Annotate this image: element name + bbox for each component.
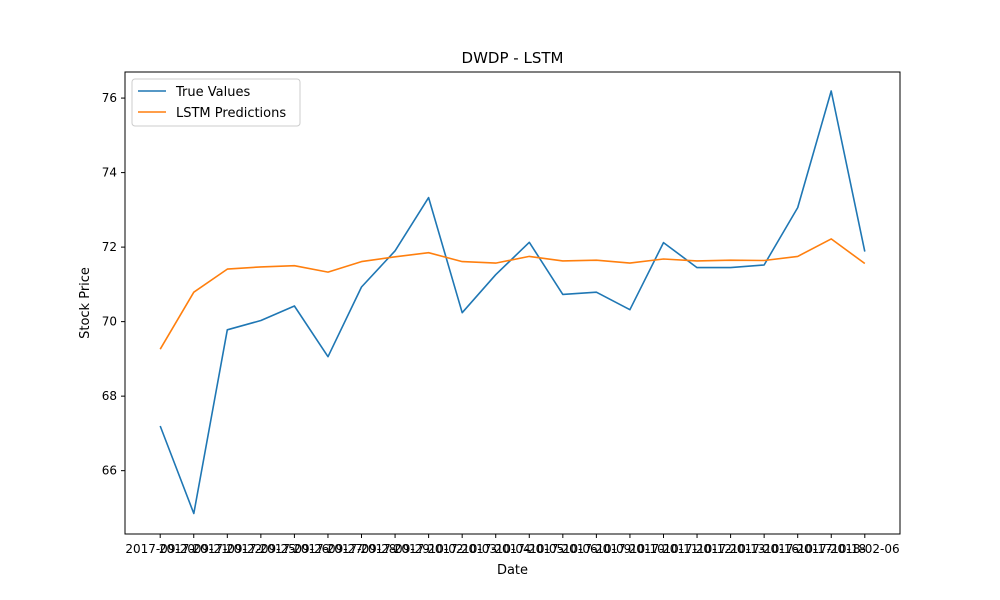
y-axis: 66 68 70 72 74 76: [102, 91, 125, 478]
chart-title: DWDP - LSTM: [462, 49, 564, 67]
x-tick-label: 2017-09-29: [360, 542, 430, 556]
series-line-2: [159, 238, 866, 350]
x-tick-label: 2017-09-26: [260, 542, 330, 556]
x-tick-label: 2017-10-13: [696, 542, 766, 556]
x-tick-label: 2017-10-04: [461, 542, 531, 556]
x-axis: 2017-09-202017-09-212017-09-222017-09-25…: [125, 534, 900, 556]
x-tick-label: 2017-10-02: [394, 542, 464, 556]
x-tick-label: 2017-09-20: [125, 542, 195, 556]
legend: True Values LSTM Predictions: [131, 78, 301, 127]
x-tick-label: 2017-10-17: [763, 542, 833, 556]
legend-label-1: True Values: [175, 85, 250, 100]
x-tick-label: 2018-02-06: [830, 542, 900, 556]
x-tick-label: 2017-09-21: [159, 542, 229, 556]
x-tick-label: 2017-09-22: [192, 542, 262, 556]
y-tick-label: 72: [102, 240, 117, 254]
x-tick-label: 2017-10-03: [427, 542, 497, 556]
y-tick-label: 74: [102, 166, 117, 180]
y-axis-label: Stock Price: [78, 267, 93, 339]
series-line-1: [159, 90, 866, 515]
plot-area: [124, 71, 901, 535]
x-tick-label: 2017-10-11: [629, 542, 699, 556]
series-layer: [159, 90, 866, 515]
x-tick-label: 2017-10-12: [662, 542, 732, 556]
x-tick-label: 2017-10-06: [528, 542, 598, 556]
x-tick-label: 2017-10-16: [729, 542, 799, 556]
x-tick-label: 2017-09-25: [226, 542, 296, 556]
legend-box: [131, 78, 301, 127]
x-tick-label: 2017-10-05: [494, 542, 564, 556]
x-tick-label: 2017-09-27: [293, 542, 363, 556]
x-tick-label: 2017-10-10: [595, 542, 665, 556]
y-tick-label: 66: [102, 464, 117, 478]
x-tick-label: 2017-10-18: [796, 542, 866, 556]
y-tick-label: 70: [102, 315, 117, 329]
x-axis-label: Date: [497, 563, 528, 578]
x-tick-label: 2017-09-28: [327, 542, 397, 556]
y-tick-label: 76: [102, 91, 117, 105]
y-tick-label: 68: [102, 389, 117, 403]
legend-label-2: LSTM Predictions: [176, 106, 286, 121]
x-tick-label: 2017-10-09: [562, 542, 632, 556]
